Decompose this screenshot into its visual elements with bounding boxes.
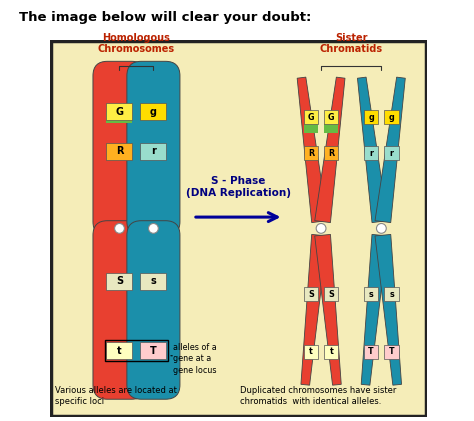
Text: t: t: [329, 347, 333, 357]
Bar: [324, 287, 338, 301]
Bar: [324, 345, 338, 359]
Bar: [140, 342, 166, 360]
Text: s: s: [369, 290, 374, 299]
Bar: [364, 146, 378, 160]
Text: T: T: [150, 346, 157, 356]
Text: T: T: [368, 347, 374, 357]
Bar: [140, 273, 166, 290]
Bar: [324, 124, 338, 133]
Polygon shape: [301, 234, 328, 385]
Polygon shape: [297, 77, 328, 223]
Bar: [324, 110, 338, 124]
Text: R: R: [328, 149, 334, 157]
Text: Homologous
Chromosomes: Homologous Chromosomes: [98, 33, 175, 54]
Bar: [140, 103, 166, 120]
FancyBboxPatch shape: [127, 221, 180, 399]
Text: G: G: [328, 113, 335, 122]
Polygon shape: [357, 77, 388, 223]
Polygon shape: [315, 77, 345, 223]
Text: R: R: [116, 146, 123, 156]
Text: Sister
Chromatids: Sister Chromatids: [319, 33, 383, 54]
Bar: [304, 345, 318, 359]
Text: R: R: [308, 149, 314, 157]
Bar: [304, 146, 318, 160]
Text: S: S: [116, 276, 123, 286]
Circle shape: [376, 224, 386, 233]
Text: G: G: [308, 113, 314, 122]
Bar: [107, 342, 133, 360]
Text: g: g: [389, 113, 394, 122]
Bar: [384, 110, 399, 124]
Text: T: T: [389, 347, 394, 357]
Text: g: g: [368, 113, 374, 122]
Polygon shape: [361, 234, 388, 385]
Polygon shape: [315, 234, 341, 385]
Bar: [364, 110, 378, 124]
Bar: [107, 273, 133, 290]
Text: t: t: [117, 346, 122, 356]
Text: t: t: [309, 347, 313, 357]
Circle shape: [316, 224, 326, 233]
Bar: [304, 287, 318, 301]
Text: s: s: [151, 276, 156, 286]
Bar: [304, 110, 318, 124]
Bar: [107, 103, 133, 120]
Bar: [324, 146, 338, 160]
Bar: [107, 143, 133, 160]
FancyBboxPatch shape: [127, 61, 180, 236]
Text: s: s: [389, 290, 394, 299]
FancyBboxPatch shape: [93, 61, 146, 236]
Bar: [105, 340, 168, 361]
Text: Duplicated chromosomes have sister
chromatids  with identical alleles.: Duplicated chromosomes have sister chrom…: [240, 386, 396, 406]
Circle shape: [148, 224, 158, 233]
Bar: [384, 287, 399, 301]
Text: r: r: [151, 146, 156, 156]
Text: The image below will clear your doubt:: The image below will clear your doubt:: [19, 11, 311, 24]
Text: r: r: [390, 149, 393, 157]
Text: G: G: [116, 107, 124, 117]
Bar: [304, 124, 318, 133]
Text: g: g: [150, 107, 157, 117]
Polygon shape: [375, 234, 401, 385]
Polygon shape: [375, 77, 405, 223]
Bar: [364, 345, 378, 359]
Text: alleles of a
gene at a
gene locus: alleles of a gene at a gene locus: [173, 343, 217, 375]
Text: r: r: [369, 149, 373, 157]
FancyBboxPatch shape: [93, 221, 146, 399]
Text: S: S: [308, 290, 314, 299]
Circle shape: [115, 224, 124, 233]
Text: S - Phase
(DNA Replication): S - Phase (DNA Replication): [186, 176, 291, 198]
Bar: [364, 287, 378, 301]
Bar: [140, 143, 166, 160]
Bar: [384, 345, 399, 359]
Text: S: S: [328, 290, 334, 299]
Text: Various alleles are located at
specific loci: Various alleles are located at specific …: [55, 386, 177, 406]
Bar: [384, 146, 399, 160]
Bar: [107, 112, 133, 123]
